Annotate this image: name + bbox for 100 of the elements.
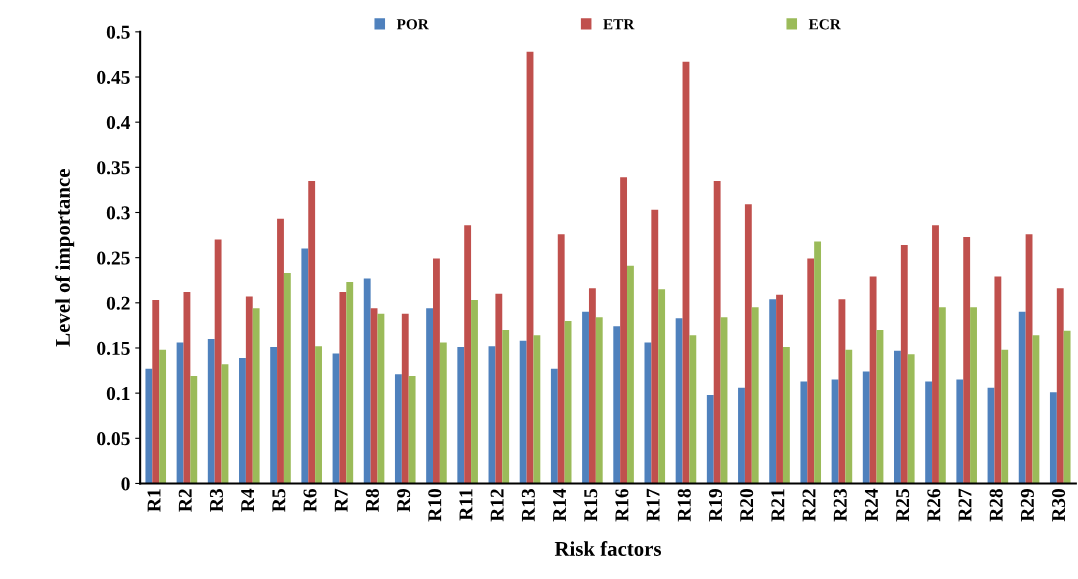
bar: [1032, 335, 1040, 484]
bar: [894, 350, 901, 484]
bar: [1049, 392, 1057, 484]
bar: [862, 371, 870, 484]
bar: [152, 300, 160, 484]
bar: [751, 307, 759, 484]
legend-label: ETR: [603, 19, 635, 30]
y-tick-label: 0.3: [106, 206, 130, 220]
bar: [900, 245, 908, 484]
x-tick-label: R5: [272, 489, 286, 512]
bar: [644, 342, 652, 484]
bar: [925, 381, 933, 484]
bar: [245, 296, 253, 484]
bar: [408, 375, 416, 484]
bar: [588, 288, 596, 484]
x-tick-label: R17: [646, 488, 660, 522]
x-tick-label: R11: [459, 489, 473, 521]
bar: [675, 318, 683, 484]
bar: [595, 317, 603, 484]
x-tick-label: R12: [490, 489, 504, 522]
bar: [301, 248, 309, 484]
bar: [363, 278, 371, 484]
bar: [845, 349, 853, 484]
bar: [183, 291, 191, 484]
x-tick-label: R25: [896, 489, 910, 522]
y-tick-label: 0.5: [106, 25, 130, 39]
x-tick-label: R23: [833, 488, 847, 522]
x-tick-label: R30: [1051, 489, 1066, 522]
bar: [214, 239, 222, 484]
y-tick-label: 0.05: [97, 432, 130, 446]
x-tick-label: R4: [241, 488, 254, 512]
y-tick-label: 0.35: [97, 161, 130, 175]
bar: [956, 379, 964, 484]
bar: [557, 234, 565, 484]
bar: [1063, 330, 1071, 484]
bar: [838, 299, 846, 484]
bar: [938, 307, 946, 484]
bar: [190, 375, 198, 484]
x-tick-label: R9: [397, 489, 411, 512]
bar: [658, 289, 666, 484]
y-axis-title: Level of importance: [55, 169, 75, 347]
x-tick-label: R21: [771, 489, 785, 522]
bar: [502, 329, 510, 484]
bar: [1056, 288, 1064, 484]
bar: [869, 276, 877, 484]
bar: [1001, 349, 1009, 484]
bar: [782, 347, 790, 484]
bar: [620, 177, 628, 484]
y-tick-label: 0.2: [106, 296, 130, 310]
bar: [800, 381, 808, 484]
x-tick-label: R18: [677, 488, 691, 522]
bar: [270, 347, 278, 484]
x-tick-label: R29: [1020, 489, 1034, 522]
bar: [457, 347, 465, 484]
x-tick-label: R3: [209, 488, 223, 512]
x-tick-label: R20: [740, 489, 754, 522]
y-tick-label: 0.1: [106, 386, 130, 401]
bar: [252, 308, 260, 484]
bar: [769, 299, 777, 484]
x-tick-label: R27: [958, 488, 972, 522]
bar: [145, 368, 153, 484]
x-tick-label: R16: [615, 488, 629, 522]
x-tick-label: R2: [178, 489, 192, 512]
bar: [1018, 311, 1026, 484]
y-tick-label: 0.45: [97, 70, 130, 85]
bar: [706, 394, 714, 484]
bar: [401, 313, 409, 484]
bar: [394, 374, 402, 484]
bar: [439, 342, 447, 484]
x-tick-label: R10: [428, 489, 442, 522]
bar: [519, 340, 527, 484]
bar: [613, 326, 621, 484]
bar: [689, 335, 697, 484]
x-axis-title: Risk factors: [554, 541, 661, 556]
y-tick-label: 0: [121, 477, 130, 491]
bar: [776, 294, 783, 484]
bar: [464, 225, 472, 484]
bar: [627, 265, 634, 484]
bar: [308, 180, 316, 484]
y-tick-label: 0.4: [106, 115, 131, 130]
bar: [346, 282, 354, 484]
bar: [814, 241, 822, 484]
x-tick-label: R24: [864, 488, 878, 522]
x-tick-label: R14: [553, 488, 566, 522]
bar: [159, 349, 167, 484]
legend-label: ECR: [808, 19, 841, 30]
x-tick-label: R8: [365, 488, 379, 512]
bar: [550, 368, 558, 484]
x-tick-label: R28: [989, 488, 1003, 522]
bar: [582, 311, 589, 484]
x-tick-label: R19: [708, 489, 723, 522]
bar: [932, 225, 939, 484]
bar: [471, 300, 478, 484]
bar: [744, 204, 752, 484]
y-tick-label: 0.25: [97, 251, 130, 265]
bar: [339, 291, 347, 484]
bar: [970, 307, 977, 484]
bar: [713, 180, 721, 484]
bar: [738, 387, 745, 484]
x-tick-label: R7: [334, 488, 348, 512]
